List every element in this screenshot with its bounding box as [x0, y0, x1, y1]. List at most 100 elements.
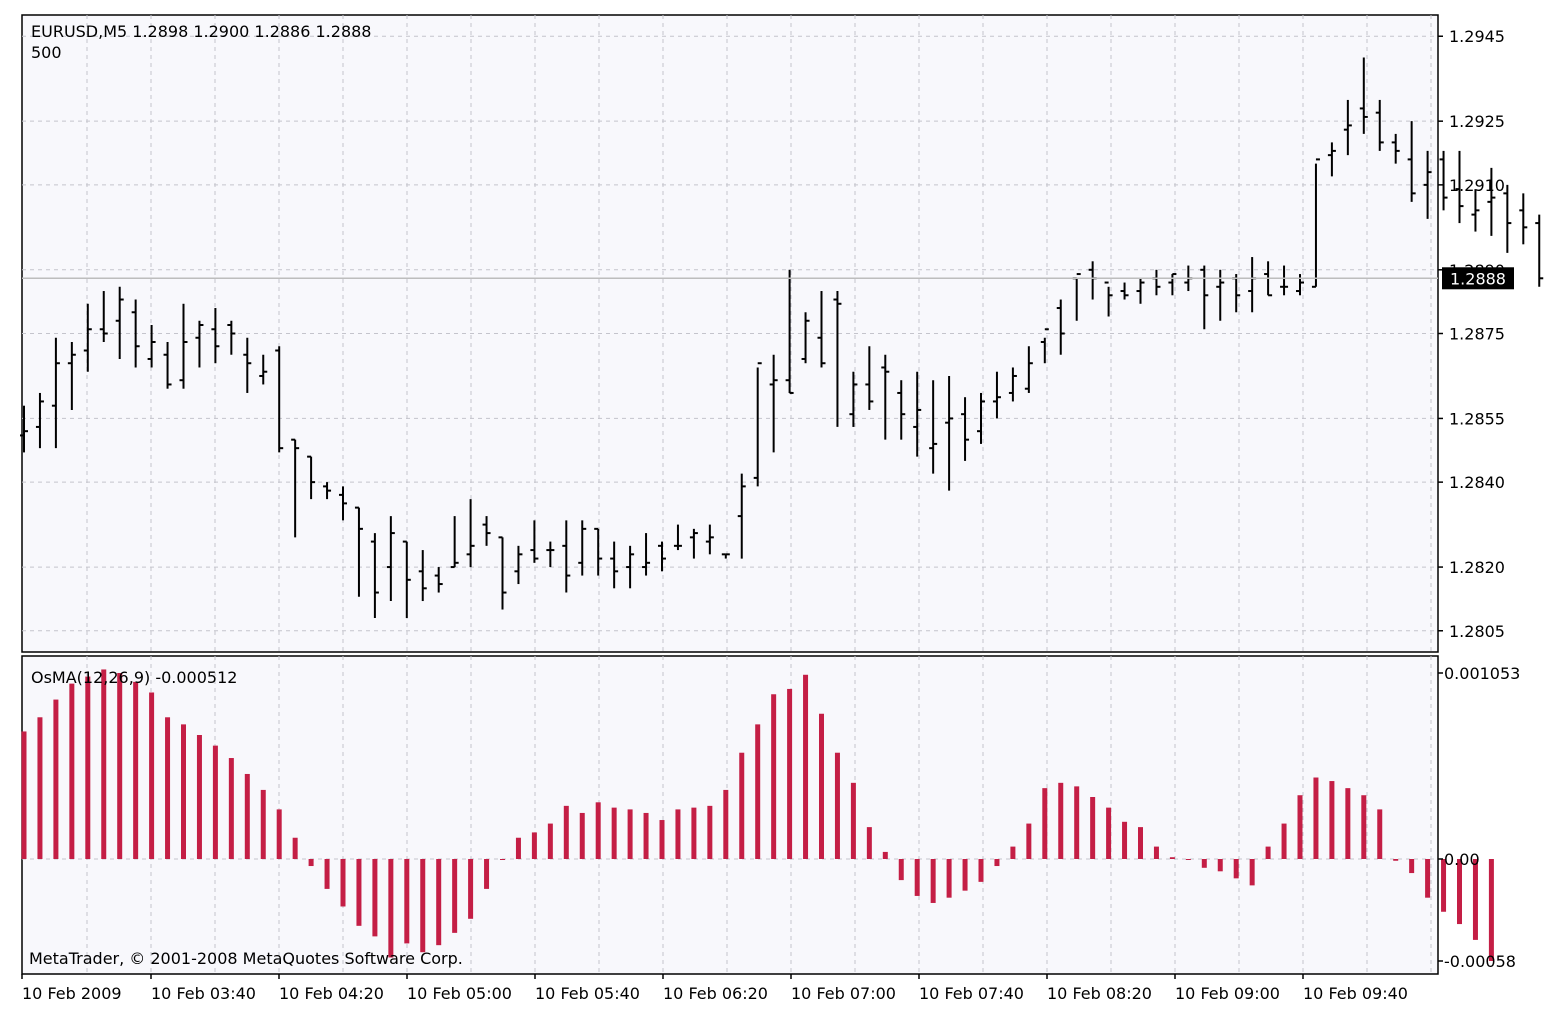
- ohlc-bar: [354, 506, 363, 597]
- time-axis-label: 10 Feb 08:20: [1047, 984, 1152, 1003]
- ohlc-bar: [163, 341, 172, 389]
- osma-histogram-bar: [930, 859, 936, 903]
- current-price-marker: [1442, 267, 1514, 290]
- time-axis-label: 10 Feb 03:40: [151, 984, 256, 1003]
- osma-histogram-bar: [1488, 859, 1494, 961]
- ohlc-bar: [67, 341, 76, 410]
- time-axis-label: 10 Feb 07:40: [919, 984, 1024, 1003]
- ohlc-bar: [865, 346, 874, 410]
- ohlc-bar: [530, 520, 539, 563]
- ohlc-bar: [323, 482, 332, 500]
- ohlc-bar: [658, 541, 666, 572]
- osma-histogram-bar: [707, 805, 713, 859]
- osma-histogram-bar: [340, 859, 346, 907]
- osma-histogram-bar: [356, 859, 362, 926]
- osma-histogram-bar: [755, 724, 761, 859]
- osma-histogram-bar: [1265, 846, 1271, 859]
- symbol-header: EURUSD,M5 1.2898 1.2900 1.2886 1.2888: [31, 22, 371, 41]
- ohlc-bar: [1359, 57, 1368, 134]
- ohlc-bar: [418, 550, 427, 602]
- osma-histogram-bar: [149, 692, 155, 859]
- ohlc-bar: [211, 308, 220, 364]
- osma-histogram-bar: [228, 758, 234, 859]
- osma-histogram-bar: [101, 669, 107, 859]
- ohlc-bar: [386, 516, 395, 602]
- ohlc-bar: [466, 499, 475, 568]
- time-axis-label: 10 Feb 04:20: [279, 984, 384, 1003]
- osma-histogram-bar: [994, 859, 1000, 867]
- ohlc-bar: [1343, 99, 1352, 156]
- osma-histogram-bar: [595, 802, 601, 859]
- osma-histogram-bar: [1409, 859, 1415, 874]
- osma-histogram-bar: [627, 809, 633, 859]
- time-axis-label: 10 Feb 06:20: [663, 984, 768, 1003]
- osma-histogram-bar: [1425, 859, 1431, 898]
- ohlc-bar: [1503, 184, 1512, 253]
- osma-histogram-bar: [500, 859, 505, 860]
- osma-histogram-bar: [1169, 857, 1175, 859]
- osma-histogram-bar: [834, 752, 840, 859]
- ohlc-bar: [20, 405, 28, 453]
- osma-histogram-bar: [308, 859, 314, 867]
- osma-histogram-bar: [292, 837, 298, 859]
- osma-histogram-bar: [787, 688, 793, 859]
- ohlc-bar: [849, 371, 858, 427]
- osma-histogram-bar: [739, 752, 745, 859]
- ohlc-bar: [275, 346, 284, 453]
- ohlc-bar: [705, 524, 714, 555]
- osma-histogram-bar: [420, 859, 426, 953]
- osma-histogram-bar: [611, 807, 617, 859]
- ohlc-bar: [1136, 278, 1145, 304]
- ohlc-bar: [721, 553, 730, 559]
- ohlc-bar: [1327, 142, 1336, 177]
- osma-histogram-bar: [388, 859, 394, 958]
- osma-histogram-bar: [372, 859, 378, 937]
- price-axis-label: 1.2925: [1449, 112, 1505, 131]
- osma-histogram-bar: [1233, 859, 1239, 879]
- ohlc-bar: [482, 516, 491, 546]
- osma-histogram-bar: [1106, 807, 1112, 859]
- ohlc-bar: [689, 528, 698, 559]
- ohlc-bar: [1375, 99, 1384, 151]
- ohlc-bar: [259, 354, 268, 385]
- osma-histogram-bar: [1138, 827, 1143, 859]
- osma-histogram-bar: [962, 859, 968, 891]
- ohlc-bar: [35, 392, 44, 449]
- price-axis-label: 1.2820: [1449, 558, 1505, 577]
- ohlc-bar: [1423, 150, 1432, 219]
- ohlc-bar: [881, 354, 890, 440]
- ohlc-bar: [1200, 265, 1209, 330]
- symbol-subheader: 500: [31, 43, 62, 62]
- ohlc-bar: [785, 269, 794, 394]
- price-bars: [20, 57, 1544, 619]
- osma-histogram-bar: [1313, 777, 1319, 859]
- ohlc-bar: [817, 291, 826, 368]
- ohlc-bar: [546, 541, 555, 568]
- price-axis-label: 1.2875: [1449, 325, 1505, 344]
- ohlc-bar: [945, 375, 954, 491]
- osma-histogram-bar: [260, 789, 266, 859]
- current-price-label: 1.2888: [1450, 269, 1506, 288]
- price-axis-label: 1.2855: [1449, 409, 1505, 428]
- indicator-label: OsMA(12,26,9) -0.000512: [31, 668, 237, 687]
- osma-histogram-bar: [1329, 781, 1335, 859]
- ohlc-bar: [578, 520, 587, 576]
- price-axis-label: 1.2805: [1449, 622, 1505, 641]
- time-axis-label: 10 Feb 05:40: [535, 984, 640, 1003]
- osma-histogram-bar: [723, 789, 729, 859]
- osma-histogram-bar: [53, 699, 59, 859]
- ohlc-bar: [370, 533, 379, 619]
- osma-histogram-bar: [1393, 859, 1399, 861]
- osma-histogram-bar: [659, 820, 665, 859]
- osma-histogram-bar: [69, 683, 75, 859]
- ohlc-bar: [626, 545, 635, 589]
- ohlc-bar: [498, 536, 507, 610]
- osma-histogram-bar: [643, 812, 649, 859]
- osma-histogram-bar: [1122, 821, 1128, 859]
- ohlc-bar: [131, 299, 140, 368]
- osma-histogram-bar: [531, 832, 537, 859]
- ohlc-bar: [83, 303, 92, 372]
- osma-histogram-bar: [21, 731, 27, 859]
- osma-histogram-bar: [1361, 795, 1367, 859]
